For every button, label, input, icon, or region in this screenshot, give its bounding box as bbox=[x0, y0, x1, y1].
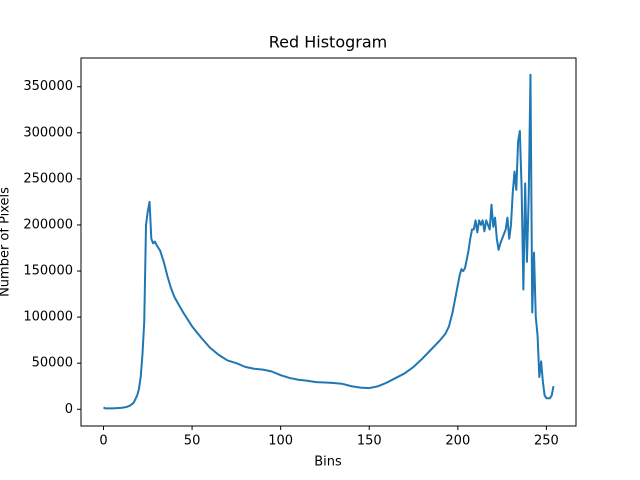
x-tick-label: 250 bbox=[534, 434, 559, 449]
y-tick-label: 50000 bbox=[32, 356, 73, 371]
y-tick-label: 300000 bbox=[23, 125, 73, 140]
y-axis-label: Number of Pixels bbox=[0, 187, 13, 297]
x-tick-label: 100 bbox=[268, 434, 293, 449]
y-tick-label: 150000 bbox=[23, 264, 73, 279]
x-axis-label: Bins bbox=[314, 455, 342, 470]
y-tick-label: 250000 bbox=[23, 171, 73, 186]
x-tick-label: 50 bbox=[184, 434, 201, 449]
x-tick-label: 150 bbox=[357, 434, 382, 449]
x-tick-label: 200 bbox=[445, 434, 470, 449]
y-tick-label: 350000 bbox=[23, 79, 73, 94]
y-tick-label: 0 bbox=[65, 402, 73, 417]
y-tick-label: 200000 bbox=[23, 217, 73, 232]
chart-title: Red Histogram bbox=[269, 33, 387, 52]
plot-frame bbox=[80, 57, 577, 427]
data-line bbox=[103, 73, 555, 410]
x-tick-label: 0 bbox=[99, 434, 107, 449]
y-tick-label: 100000 bbox=[23, 310, 73, 325]
